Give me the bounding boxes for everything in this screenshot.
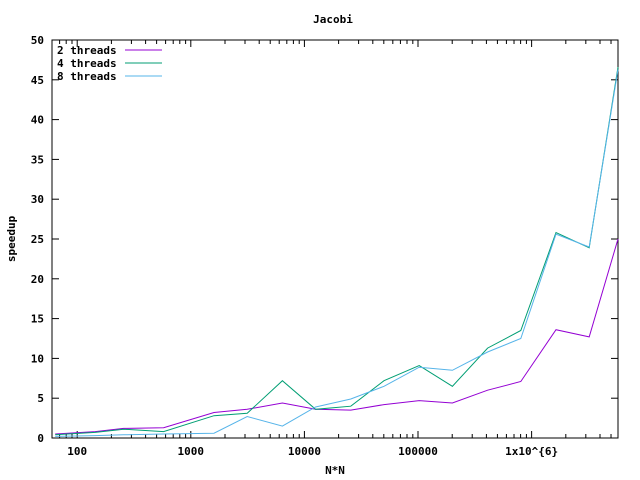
y-tick-label: 30: [31, 193, 44, 206]
series-lines: [55, 67, 619, 437]
legend-label: 4 threads: [57, 57, 117, 70]
legend-label: 2 threads: [57, 44, 117, 57]
y-tick-label: 50: [31, 34, 44, 47]
plot-frame: [51, 39, 619, 439]
x-axis-label: N*N: [325, 464, 345, 477]
x-tick-label: 1000: [178, 445, 205, 458]
y-tick-label: 40: [31, 114, 44, 127]
y-tick-label: 25: [31, 233, 44, 246]
x-tick-label: 100000: [398, 445, 438, 458]
x-tick-label: 10000: [288, 445, 321, 458]
y-axis: 0 5 10 15 20 25 30 35 40 45 50: [31, 34, 618, 445]
x-axis: 100 1000 10000 100000 1x10^{6}: [51, 40, 612, 458]
y-tick-label: 0: [37, 432, 44, 445]
y-tick-label: 20: [31, 273, 44, 286]
y-tick-label: 35: [31, 153, 44, 166]
x-tick-label: 100: [67, 445, 87, 458]
y-tick-label: 5: [37, 392, 44, 405]
series-line-1: [55, 238, 619, 435]
y-tick-label: 45: [31, 74, 44, 87]
y-tick-label: 15: [31, 313, 44, 326]
series-line-3: [55, 69, 619, 437]
y-axis-label: speedup: [5, 215, 18, 262]
y-tick-label: 10: [31, 352, 44, 365]
legend-label: 8 threads: [57, 70, 117, 83]
x-tick-label: 1x10^{6}: [505, 445, 558, 458]
chart-title: Jacobi: [313, 13, 353, 26]
series-line-2: [55, 67, 619, 436]
